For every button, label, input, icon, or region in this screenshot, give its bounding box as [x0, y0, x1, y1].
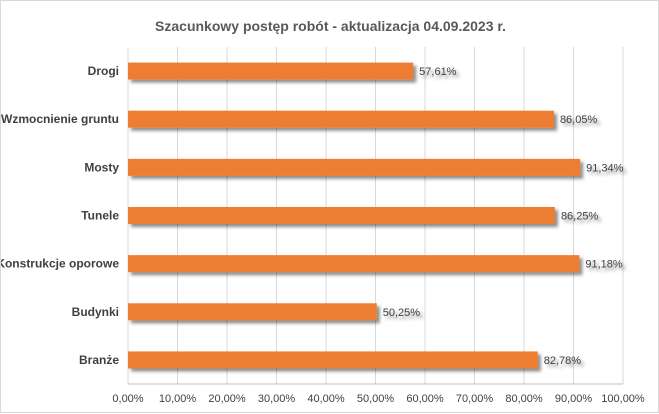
data-label-0: 57,61%	[419, 66, 457, 78]
x-tick-label-3: 30,00%	[258, 393, 296, 405]
x-tick-label-8: 80,00%	[505, 393, 543, 405]
x-tick-label-7: 70,00%	[456, 393, 494, 405]
bar-5	[128, 303, 377, 321]
x-tick-label-1: 10,00%	[159, 393, 197, 405]
bar-1	[128, 110, 554, 128]
bar-6	[128, 351, 538, 369]
category-label-0: Drogi	[88, 64, 119, 78]
data-label-6: 82,78%	[544, 355, 582, 367]
category-label-2: Mosty	[84, 160, 119, 174]
data-label-3: 86,25%	[561, 211, 599, 223]
chart-title: Szacunkowy postęp robót - aktualizacja 0…	[155, 18, 506, 34]
category-label-5: Budynki	[72, 305, 119, 319]
bar-3	[128, 207, 555, 224]
bar-0	[128, 62, 414, 80]
data-label-5: 50,25%	[383, 307, 421, 319]
bar-4	[128, 255, 580, 273]
x-tick-label-6: 60,00%	[406, 393, 444, 405]
category-label-1: Wzmocnienie gruntu	[1, 112, 119, 126]
data-label-1: 86,05%	[560, 114, 598, 126]
x-tick-label-5: 50,00%	[357, 393, 395, 405]
category-label-6: Branże	[79, 353, 119, 367]
bar-2	[128, 158, 581, 176]
x-tick-label-10: 100,00%	[601, 393, 645, 405]
data-label-4: 91,18%	[585, 259, 623, 271]
x-tick-label-4: 40,00%	[307, 393, 345, 405]
category-label-4: Konstrukcje oporowe	[1, 257, 119, 271]
x-tick-label-0: 0,00%	[112, 393, 143, 405]
x-tick-label-9: 90,00%	[555, 393, 593, 405]
category-label-3: Tunele	[81, 209, 119, 223]
data-label-2: 91,34%	[586, 162, 624, 174]
x-tick-label-2: 20,00%	[208, 393, 246, 405]
